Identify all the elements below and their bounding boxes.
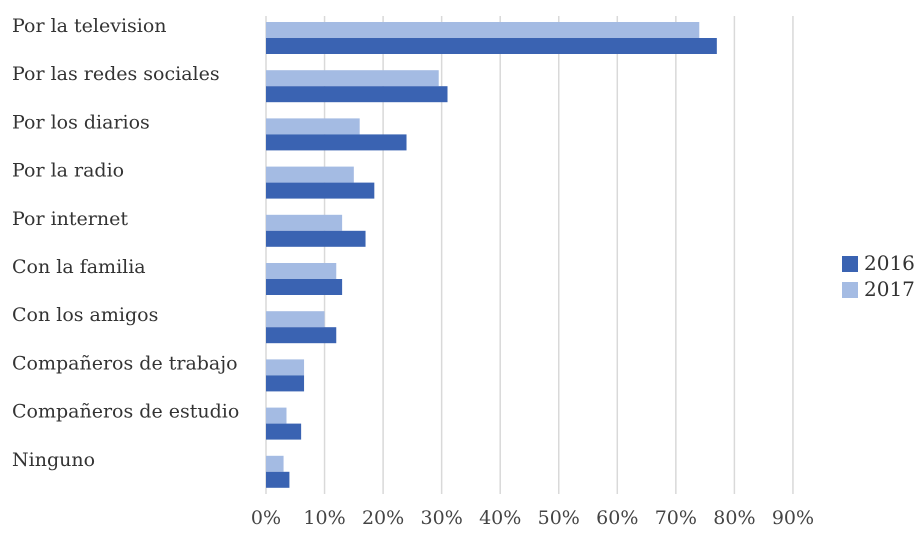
bar-2016-6: [266, 327, 337, 344]
x-tick-label-6: 60%: [596, 507, 638, 529]
bar-2016-2: [266, 134, 407, 151]
bar-2017-3: [266, 166, 354, 183]
x-tick-label-3: 30%: [421, 507, 463, 529]
bar-2017-6: [266, 311, 325, 328]
bar-2016-4: [266, 230, 366, 247]
bar-2017-2: [266, 118, 360, 135]
bar-2016-0: [266, 38, 717, 54]
category-label-9: Ninguno: [12, 449, 95, 471]
category-label-2: Por los diarios: [12, 111, 150, 133]
category-label-0: Por la television: [12, 15, 167, 37]
legend-swatch-2016: [842, 256, 858, 272]
x-tick-label-5: 50%: [538, 507, 580, 529]
legend-label-2016: 2016: [864, 251, 915, 275]
category-label-7: Compañeros de trabajo: [12, 352, 238, 374]
bar-2016-9: [266, 471, 290, 488]
category-label-1: Por las redes sociales: [12, 63, 220, 85]
category-label-3: Por la radio: [12, 160, 124, 182]
bar-2017-0: [266, 22, 700, 38]
bar-2017-9: [266, 455, 284, 472]
bar-2016-1: [266, 86, 448, 103]
bar-2017-8: [266, 407, 287, 424]
bar-2017-1: [266, 70, 439, 87]
x-tick-label-8: 80%: [713, 507, 755, 529]
category-labels: Por la television Por las redes sociales P…: [12, 15, 239, 471]
bar-2016-3: [266, 182, 375, 199]
x-tick-label-4: 40%: [479, 507, 521, 529]
x-tick-label-2: 20%: [362, 507, 404, 529]
bar-2017-4: [266, 214, 343, 231]
bar-2017-5: [266, 263, 337, 279]
bar-2016-7: [266, 375, 305, 392]
x-tick-label-0: 0%: [251, 507, 281, 529]
category-label-4: Por internet: [12, 208, 128, 230]
bar-2016-8: [266, 423, 302, 440]
x-tick-labels: 0% 10% 20% 30% 40% 50% 60% 70% 80% 90%: [251, 507, 814, 529]
legend-label-2017: 2017: [864, 277, 915, 301]
legend-swatch-2017: [842, 282, 858, 298]
category-label-8: Compañeros de estudio: [12, 401, 239, 423]
x-tick-label-1: 10%: [303, 507, 345, 529]
x-tick-label-9: 90%: [772, 507, 814, 529]
x-tick-label-7: 70%: [655, 507, 697, 529]
bars: [266, 22, 717, 488]
category-label-5: Con la familia: [12, 256, 146, 278]
category-label-6: Con los amigos: [12, 304, 158, 326]
bar-2017-7: [266, 359, 305, 376]
bar-2016-5: [266, 279, 343, 295]
